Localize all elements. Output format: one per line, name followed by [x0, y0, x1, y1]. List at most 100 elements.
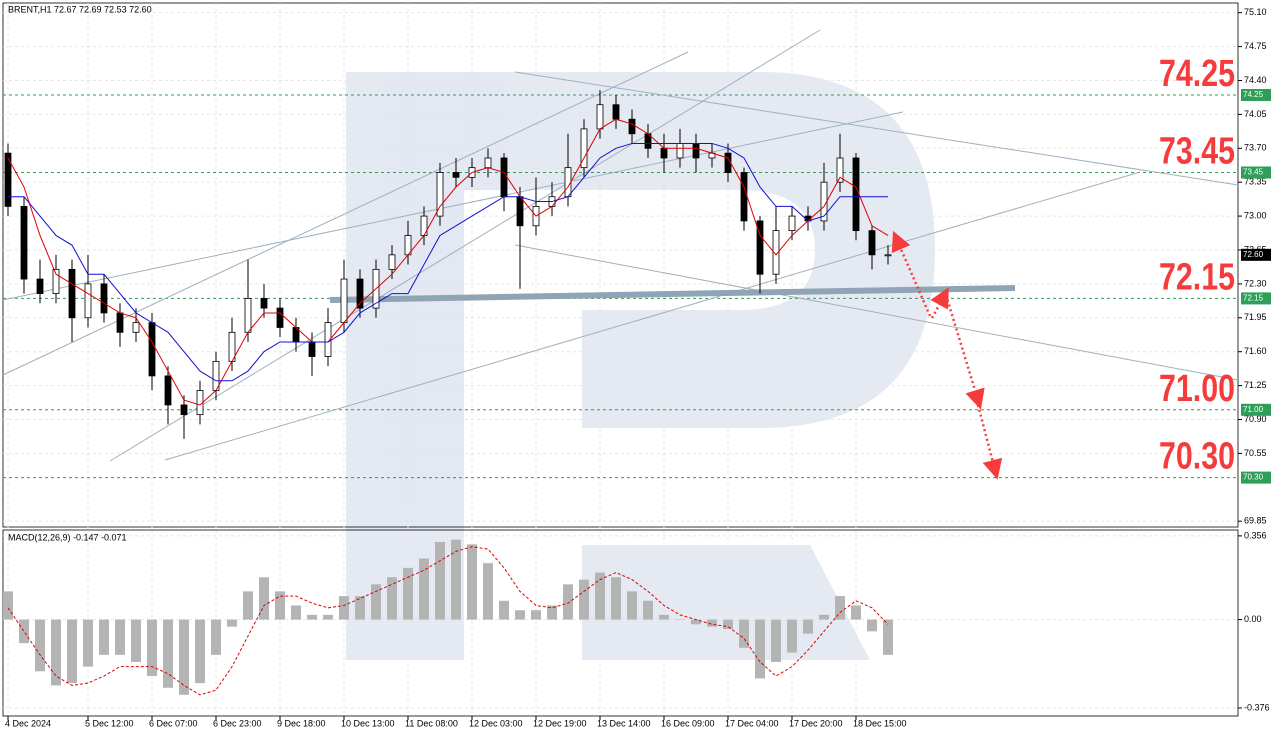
y-tick-label: 72.30	[1244, 278, 1267, 288]
macd-bar	[643, 600, 653, 620]
last-price-tag	[1241, 248, 1271, 261]
macd-bar	[627, 591, 637, 620]
macd-bar	[787, 619, 797, 653]
candle-body	[660, 147, 668, 159]
macd-bar	[291, 605, 301, 620]
y-tick-label: 74.05	[1244, 109, 1267, 119]
candle-body	[868, 230, 876, 256]
level-label: 73.45	[1159, 131, 1235, 173]
level-tag-label: 73.45	[1243, 168, 1264, 177]
x-tick-label: 6 Dec 07:00	[149, 718, 198, 728]
y-tick-label: 73.00	[1244, 210, 1267, 220]
macd-bar	[339, 596, 349, 620]
candle-body	[388, 254, 396, 270]
candle-body	[852, 157, 860, 232]
level-label: 74.25	[1159, 53, 1235, 95]
candle-body	[4, 152, 12, 207]
candle-body	[132, 322, 140, 333]
level-tag-label: 71.00	[1243, 405, 1264, 414]
candle-body	[36, 278, 44, 294]
candle-body	[692, 143, 700, 159]
macd-bar	[323, 614, 333, 620]
level-tag-label: 70.30	[1243, 473, 1264, 482]
macd-bar	[563, 584, 573, 620]
level-tag-label: 72.15	[1243, 294, 1264, 303]
x-tick-label: 12 Dec 03:00	[469, 718, 523, 728]
macd-bar	[771, 619, 781, 662]
x-tick-label: 5 Dec 12:00	[85, 718, 134, 728]
y-tick-label: 73.70	[1244, 143, 1267, 153]
candle-body	[788, 215, 796, 232]
macd-bar	[835, 596, 845, 620]
x-tick-label: 17 Dec 04:00	[725, 718, 779, 728]
macd-bar	[531, 610, 541, 620]
level-tag	[1241, 403, 1271, 416]
x-tick-label: 4 Dec 2024	[5, 718, 51, 728]
y-tick-label: 70.90	[1244, 414, 1267, 424]
candle-body	[676, 143, 684, 159]
candle-body	[20, 206, 28, 280]
candle-body	[628, 118, 636, 135]
macd-bar	[51, 619, 61, 686]
x-tick-label: 13 Dec 14:00	[597, 718, 651, 728]
macd-bar	[355, 596, 365, 620]
candle-body	[164, 375, 172, 406]
macd-bar	[83, 619, 93, 667]
candle-body	[596, 104, 604, 130]
macd-bar	[483, 563, 493, 620]
macd-bar	[851, 605, 861, 620]
x-tick-label: 11 Dec 08:00	[405, 718, 458, 728]
y-tick-label: 71.95	[1244, 312, 1267, 322]
macd-bar	[275, 591, 285, 620]
macd-bar	[819, 614, 829, 620]
macd-bar	[131, 619, 141, 662]
macd-title: MACD(12,26,9) -0.147 -0.071	[8, 532, 127, 542]
y-tick-label: -0.376	[1244, 702, 1270, 712]
macd-bar	[515, 610, 525, 620]
x-tick-label: 10 Dec 13:00	[341, 718, 395, 728]
macd-bar	[195, 619, 205, 684]
candle-body	[276, 307, 284, 328]
x-tick-label: 17 Dec 20:00	[789, 718, 843, 728]
candle-body	[756, 220, 764, 275]
macd-bar	[755, 619, 765, 679]
price-panel-frame	[2, 2, 1239, 528]
candle-body	[244, 298, 252, 333]
candle-body	[260, 298, 268, 309]
macd-bar	[595, 572, 605, 620]
macd-panel-frame	[2, 529, 1239, 717]
candle-body	[836, 157, 844, 183]
candle-body	[436, 172, 444, 217]
y-tick-label: 69.85	[1244, 516, 1267, 526]
candle-body	[580, 128, 588, 169]
candle-body	[516, 196, 524, 227]
y-tick-label: 75.10	[1244, 7, 1267, 17]
x-tick-label: 9 Dec 18:00	[277, 718, 326, 728]
macd-bar	[19, 619, 29, 644]
candle-body	[84, 283, 92, 319]
macd-bar	[675, 619, 685, 621]
candle-body	[68, 268, 76, 319]
level-tag	[1241, 471, 1271, 484]
x-tick-label: 12 Dec 19:00	[533, 718, 587, 728]
x-tick-label: 6 Dec 23:00	[213, 718, 262, 728]
y-tick-label: 71.25	[1244, 380, 1267, 390]
level-tag	[1241, 292, 1271, 305]
macd-bar	[547, 605, 557, 620]
candle-body	[308, 341, 316, 357]
macd-bar	[307, 614, 317, 620]
macd-bar	[403, 567, 413, 620]
indicator-line	[7, 118, 889, 406]
macd-bar	[147, 619, 157, 677]
macd-bar	[611, 577, 621, 620]
macd-bar	[163, 619, 173, 688]
macd-bar	[723, 619, 733, 629]
macd-bar	[867, 619, 877, 632]
macd-bar	[179, 619, 189, 695]
candle-body	[340, 278, 348, 324]
candle-body	[484, 157, 492, 169]
y-tick-label: 70.55	[1244, 448, 1267, 458]
macd-bar	[803, 619, 813, 634]
macd-bar	[659, 614, 669, 620]
